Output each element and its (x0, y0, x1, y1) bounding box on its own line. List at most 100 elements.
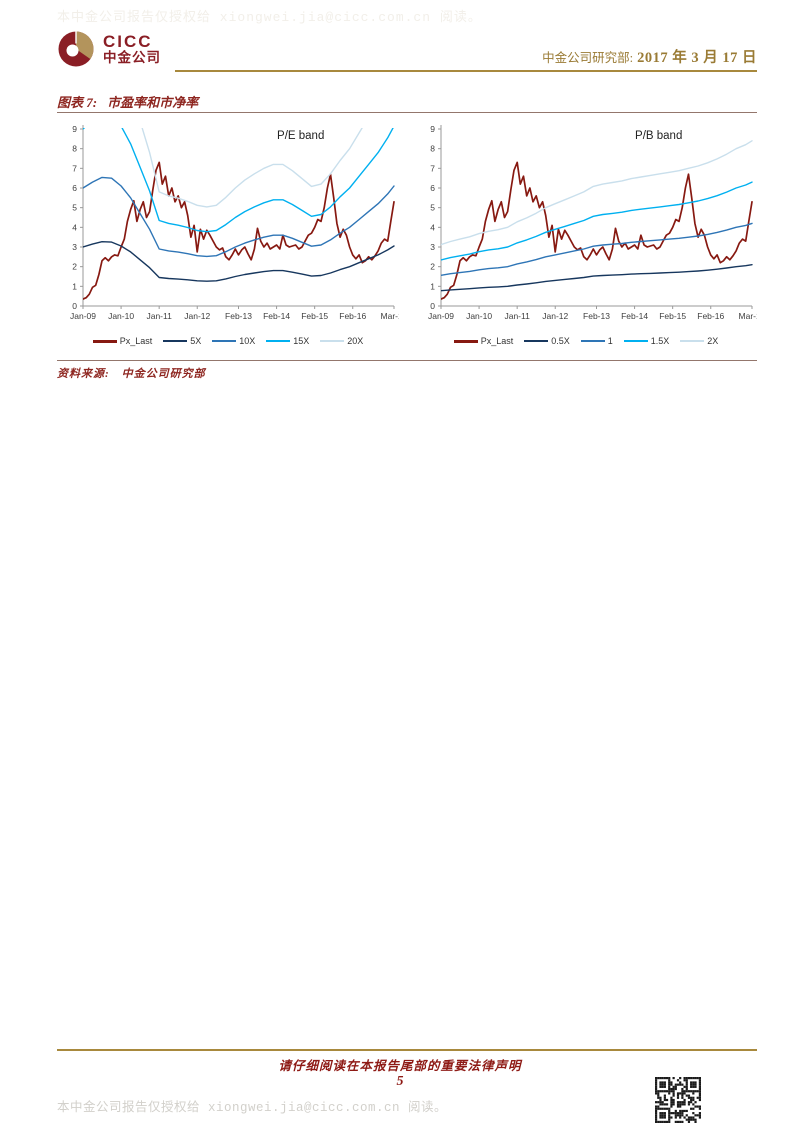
header-right: 中金公司研究部: 2017 年 3 月 17 日 (542, 46, 757, 67)
series-line-1 (441, 222, 753, 277)
y-tick-label: 4 (72, 222, 77, 232)
y-tick-label: 9 (72, 124, 77, 134)
legend-label: 5X (190, 336, 202, 346)
figure-label: 图表 7: (57, 95, 98, 110)
figure-name: 市盈率和市净率 (107, 95, 199, 110)
pb-band-chart: 0 1 2 3 4 5 6 7 8 9 Jan-09 Jan-10 Jan-11 Jan-12 Feb-13… (415, 116, 766, 346)
legend-swatch (212, 340, 237, 342)
x-tick-label: Jan-11 (146, 311, 172, 321)
legend-item-2X: 2X (680, 336, 718, 346)
x-tick-label: Feb-14 (263, 311, 290, 321)
x-tick-label: Jan-10 (108, 311, 134, 321)
y-tick-label: 8 (430, 144, 435, 154)
x-tick-label: Jan-09 (428, 311, 454, 321)
source-label: 资料来源: (57, 368, 110, 380)
charts-row: 0 1 2 3 4 5 6 7 8 9 Jan-09 Jan-10 Jan-11 Jan-12 Feb-13… (57, 116, 766, 346)
cicc-logo-icon (58, 31, 94, 67)
series-line-2X (441, 140, 753, 246)
legal-disclaimer: 请仔细阅读在本报告尾部的重要法律声明 (278, 1059, 522, 1073)
y-tick-label: 6 (430, 183, 435, 193)
legend-item-1: 1 (580, 336, 613, 346)
series-group (83, 128, 395, 300)
x-tick-label: Feb-13 (225, 311, 252, 321)
series-line-5X (83, 240, 395, 282)
legend-item-1.5X: 1.5X (623, 336, 670, 346)
legend-swatch (453, 339, 478, 343)
y-tick-label: 5 (72, 203, 77, 213)
legend-label: 0.5X (551, 336, 570, 346)
legend-item-20X: 20X (320, 336, 363, 346)
y-tick-label: 5 (430, 203, 435, 213)
cicc-logo-text: CICC 中金公司 (103, 33, 161, 65)
legend-swatch (163, 340, 188, 342)
legend-swatch (266, 340, 291, 342)
chart-title: P/B band (635, 130, 682, 142)
legend-swatch (623, 340, 648, 342)
x-tick-label: Feb-15 (301, 311, 328, 321)
legend-item-5X: 5X (163, 336, 201, 346)
series-line-15X (83, 128, 394, 233)
header-rule (175, 70, 757, 73)
y-tick-label: 1 (430, 281, 435, 291)
y-tick-label: 0 (72, 301, 77, 311)
figure-title: 图表 7: 市盈率和市净率 (57, 92, 198, 111)
chart-title: P/E band (277, 130, 324, 142)
chart-legend: Px_Last 5X 10X 15X 20X (57, 336, 399, 346)
x-tick-label: Mar-17 (381, 311, 399, 321)
legend-label: 1 (607, 336, 613, 346)
legend-swatch (92, 339, 117, 343)
chart-canvas: 0 1 2 3 4 5 6 7 8 9 Jan-09 Jan-10 Jan-11 Jan-12 Feb-13… (70, 124, 408, 321)
legend-swatch (680, 340, 705, 342)
series-group (441, 140, 753, 300)
legend-label: 1.5X (650, 336, 670, 346)
x-tick-label: Feb-15 (659, 311, 686, 321)
cicc-logo: CICC 中金公司 (57, 30, 161, 68)
legend-label: Px_Last (480, 336, 514, 346)
y-tick-label: 1 (72, 281, 77, 291)
x-tick-label: Jan-09 (70, 311, 96, 321)
qr-code (655, 1077, 701, 1123)
x-tick-label: Feb-16 (697, 311, 724, 321)
y-tick-label: 2 (430, 262, 435, 272)
x-tick-label: Jan-11 (504, 311, 530, 321)
source-note: 资料来源: 中金公司研究部 (57, 360, 757, 381)
figure-title-rule (57, 112, 757, 114)
legend-label: Px_Last (119, 336, 153, 346)
y-tick-label: 9 (430, 124, 435, 134)
logo-name: CICC (103, 31, 153, 51)
y-tick-label: 2 (72, 262, 77, 272)
legend-item-10X: 10X (212, 336, 255, 346)
top-watermark: 本中金公司报告仅授权给 xiongwei.jia@cicc.com.cn 阅读。 (57, 10, 482, 25)
legend-item-0.5X: 0.5X (524, 336, 570, 346)
legend-label: 10X (239, 336, 256, 346)
series-line-0.5X (441, 263, 753, 292)
legend-label: 15X (293, 336, 310, 346)
y-tick-label: 6 (72, 183, 77, 193)
x-tick-label: Jan-12 (542, 311, 568, 321)
y-tick-label: 3 (430, 242, 435, 252)
report-date: 2017 年 3 月 17 日 (637, 50, 757, 66)
legend-item-Px_Last: Px_Last (453, 336, 514, 346)
series-line-1.5X (441, 181, 753, 261)
legend-swatch (320, 340, 345, 342)
series-line-Px_Last (83, 161, 395, 300)
legend-label: 20X (347, 336, 364, 346)
page-number: 5 (396, 1074, 404, 1089)
footer-rule (57, 1049, 757, 1052)
research-dept-label: 中金公司研究部: (542, 51, 634, 65)
y-tick-label: 3 (72, 242, 77, 252)
legend-swatch (580, 340, 605, 342)
x-tick-label: Feb-13 (583, 311, 610, 321)
pe-band-chart: 0 1 2 3 4 5 6 7 8 9 Jan-09 Jan-10 Jan-11 Jan-12 Feb-13… (57, 116, 408, 346)
bottom-watermark: 本中金公司报告仅授权给 xiongwei.jia@cicc.com.cn 阅读。 (57, 1101, 448, 1115)
chart-canvas: 0 1 2 3 4 5 6 7 8 9 Jan-09 Jan-10 Jan-11 Jan-12 Feb-13… (428, 124, 766, 321)
source-text: 中金公司研究部 (121, 368, 206, 380)
x-tick-label: Jan-12 (184, 311, 210, 321)
x-tick-label: Jan-10 (466, 311, 492, 321)
y-tick-label: 8 (72, 144, 77, 154)
x-tick-label: Mar-17 (739, 311, 757, 321)
y-tick-label: 7 (430, 163, 435, 173)
legend-item-15X: 15X (266, 336, 309, 346)
legend-item-Px_Last: Px_Last (92, 336, 153, 346)
